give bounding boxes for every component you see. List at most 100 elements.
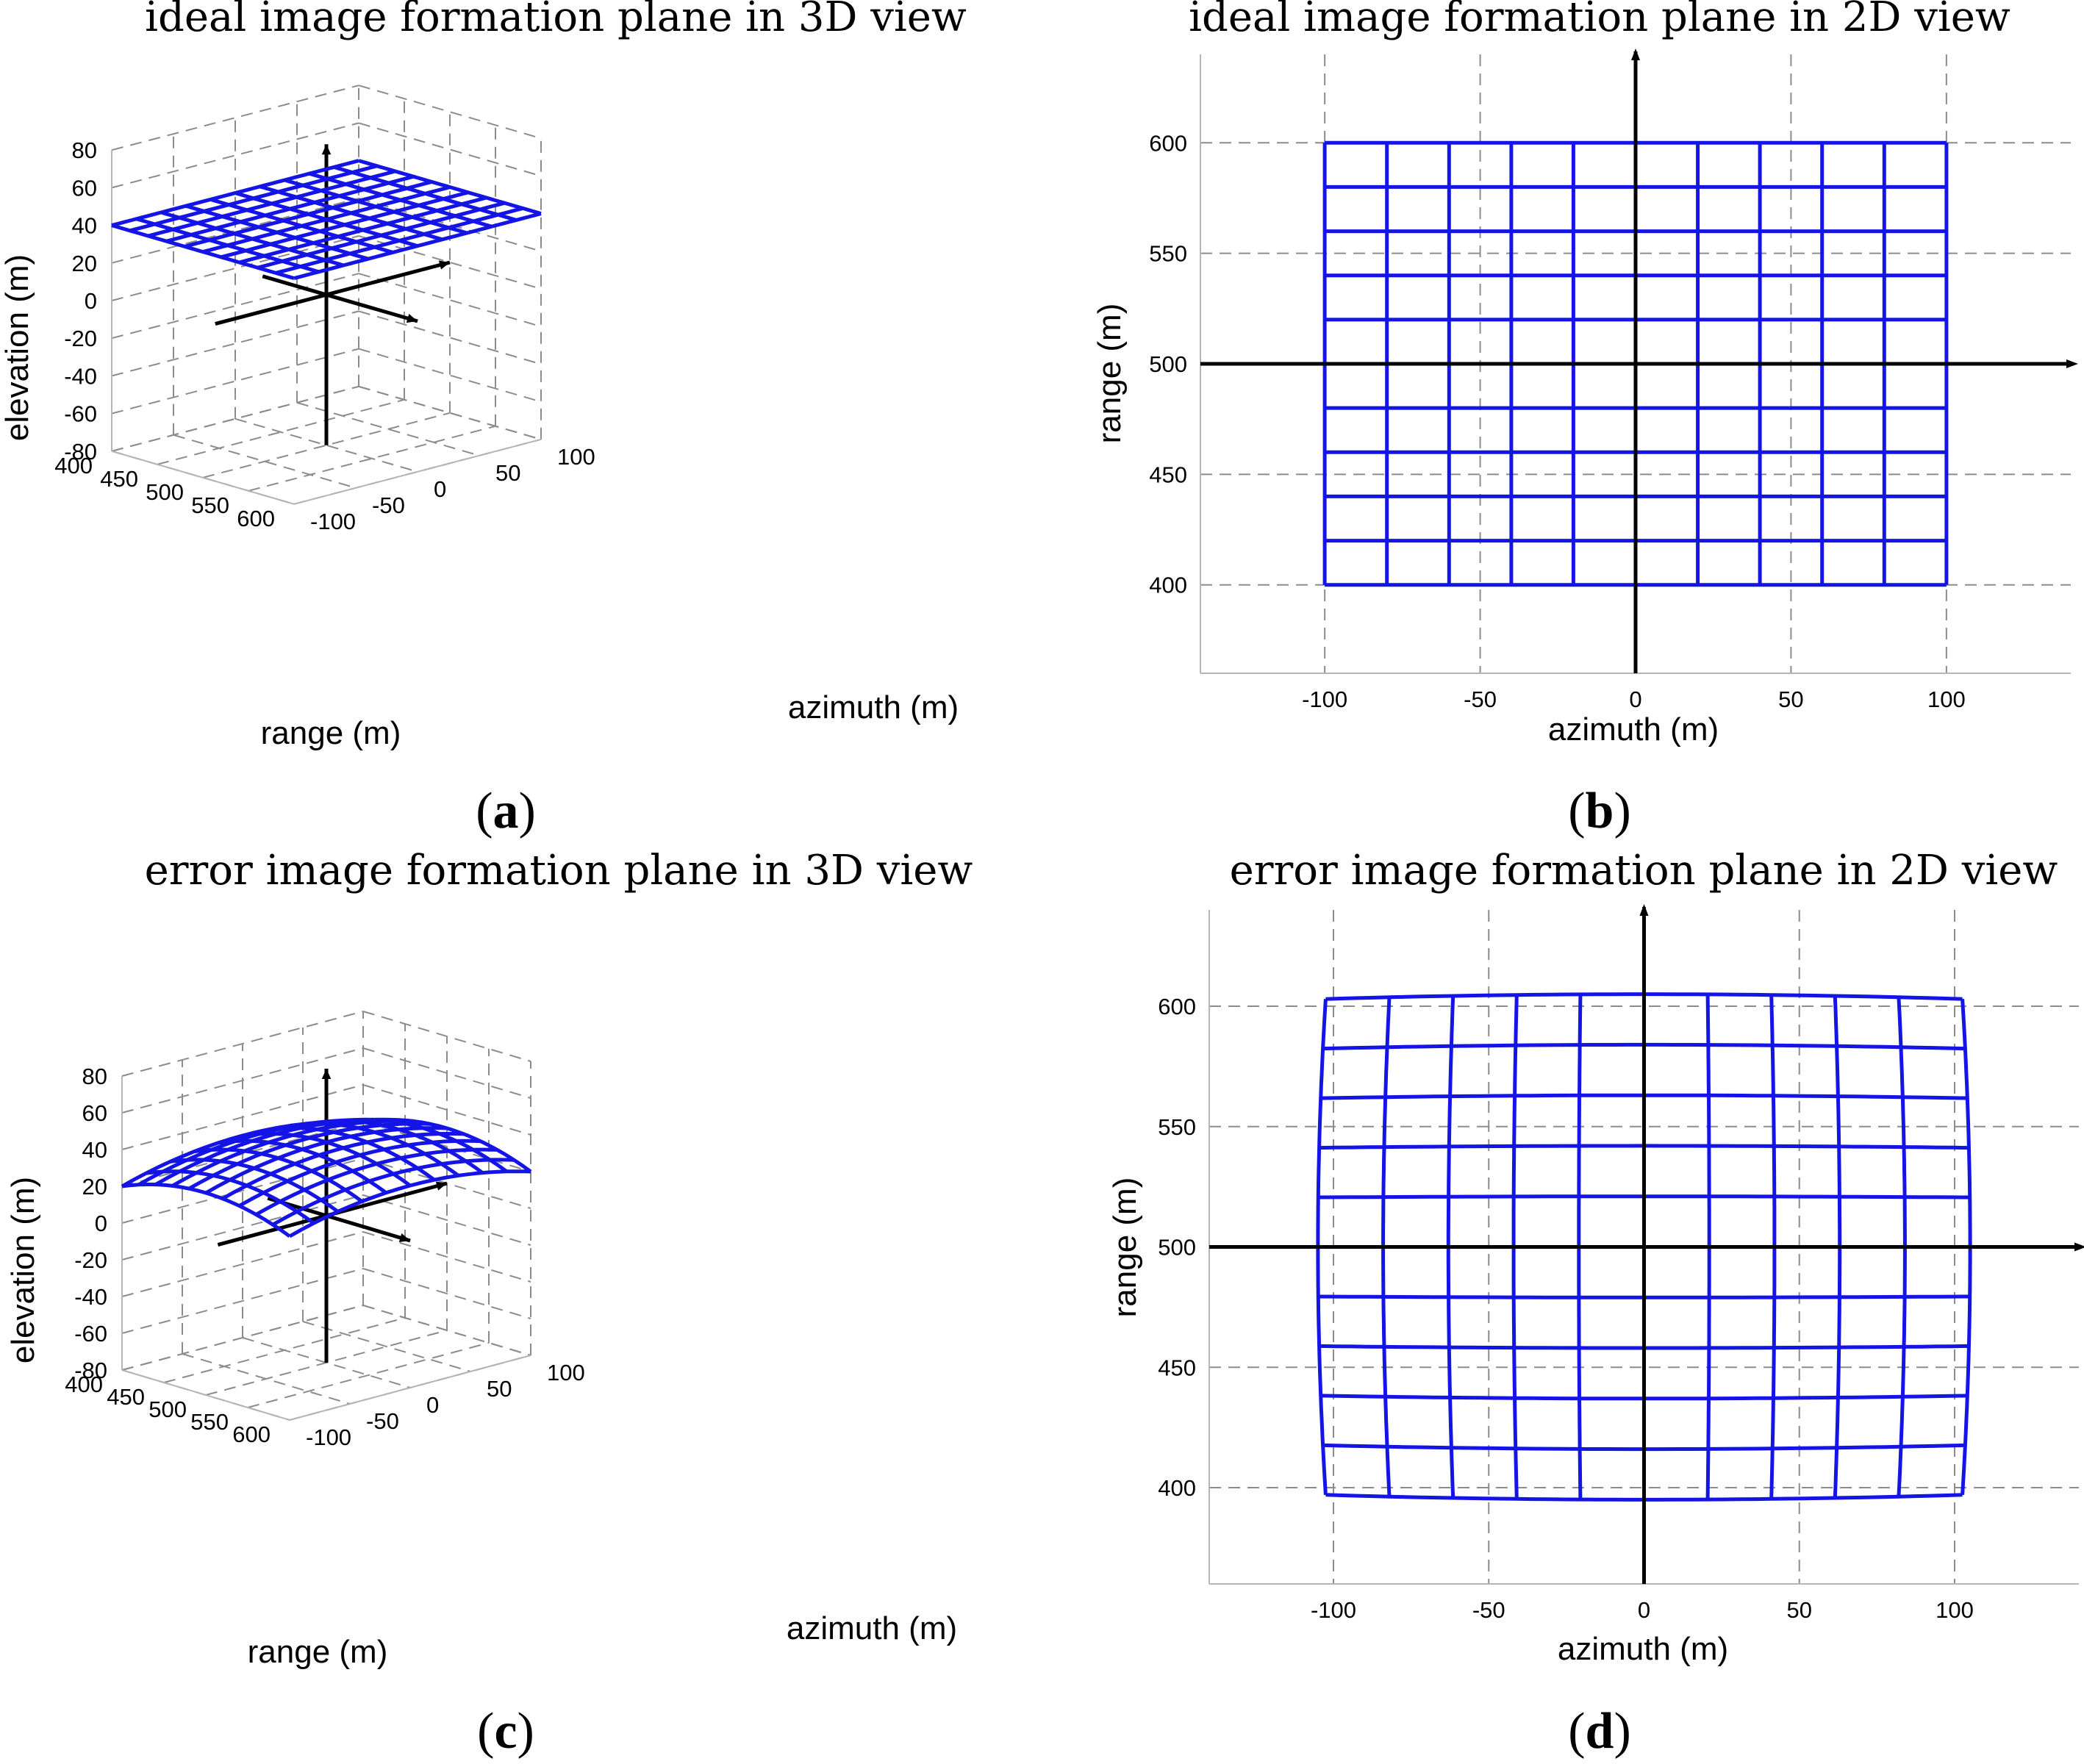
surface-line-azimuth-6 (266, 1126, 436, 1182)
wall2-horizontal-6 (121, 1084, 364, 1150)
surface-line-azimuth-1 (135, 217, 320, 274)
floor-gridline-azimuth-3 (296, 401, 480, 456)
x-tick-1: -50 (1472, 1597, 1505, 1623)
elevation-tick-0: -80 (64, 439, 97, 465)
wall1-horizontal-0 (362, 1305, 531, 1356)
panel-a-grid (111, 85, 542, 505)
wall1-horizontal-1 (362, 1268, 531, 1319)
azimuth-axis-head (438, 260, 450, 270)
panel-b-label: (b) (1568, 783, 1631, 839)
panel-a-range-ticks: 400 450 500 550 600 (54, 453, 275, 531)
wall2-horizontal-3 (121, 1194, 364, 1261)
azimuth-tick-0: -100 (306, 1424, 351, 1450)
surface-line-azimuth-4 (210, 197, 394, 254)
elevation-axis-head (321, 144, 332, 155)
azimuth-tick-1: -50 (372, 492, 405, 518)
floor-gridline-azimuth-2 (234, 417, 418, 473)
panel-c: error image formation plane in 3D view -… (5, 847, 973, 1760)
surface-line-azimuth-7 (284, 178, 468, 235)
range-tick-2: 500 (148, 1396, 187, 1422)
azimuth-tick-2: 0 (434, 476, 446, 502)
wall2-horizontal-0 (121, 1305, 364, 1371)
surface-line-azimuth-5 (242, 1132, 412, 1188)
azimuth-tick-3: 50 (495, 460, 520, 486)
wall1-horizontal-3 (362, 1194, 531, 1246)
panel-c-range-ticks: 400 450 500 550 600 (65, 1372, 271, 1447)
panel-c-label: (c) (477, 1703, 534, 1760)
range-tick-0: 400 (54, 453, 93, 478)
panel-a-ylabel: azimuth (m) (788, 689, 959, 725)
panel-a-label: (a) (476, 783, 536, 839)
panel-b-xlabel: azimuth (m) (1548, 711, 1719, 747)
panel-a-surface (111, 159, 542, 281)
wall2-horizontal-4 (111, 235, 359, 301)
x-tick-3: 50 (1787, 1597, 1812, 1623)
elevation-tick-5: 20 (82, 1174, 107, 1200)
y-tick-2: 500 (1158, 1235, 1196, 1261)
panel-a-azimuth-ticks: -100 -50 0 50 100 (310, 444, 595, 534)
elevation-axis-head (321, 1069, 332, 1079)
panel-d-title: error image formation plane in 2D view (1230, 847, 2058, 894)
vertical-center-axis-head (1639, 904, 1649, 916)
wall2-horizontal-0 (111, 385, 359, 452)
elevation-tick-5: 20 (72, 251, 97, 276)
y-tick-0: 400 (1149, 573, 1187, 598)
wall1-horizontal-2 (362, 1231, 531, 1283)
surface-line-azimuth-0 (111, 223, 295, 281)
x-tick-2: 0 (1629, 686, 1641, 712)
horizontal-center-axis-head (2074, 1242, 2084, 1252)
elevation-tick-4: 0 (85, 288, 97, 314)
floor-gridline-azimuth-3 (302, 1321, 471, 1372)
frame-range-edge (121, 1369, 290, 1421)
surface-line-azimuth-10 (358, 159, 542, 216)
floor-gridline-range-3 (247, 1342, 490, 1408)
x-tick-3: 50 (1778, 686, 1803, 712)
floor-gridline-azimuth-1 (182, 1353, 351, 1405)
panel-c-xlabel: range (m) (248, 1634, 388, 1670)
panel-d: error image formation plane in 2D view -… (1107, 847, 2084, 1760)
surface-line-azimuth-3 (194, 1147, 363, 1203)
range-axis (262, 274, 418, 323)
range-tick-3: 550 (191, 492, 229, 518)
floor-gridline-range-1 (157, 398, 405, 465)
panel-b-ylabel: range (m) (1092, 304, 1128, 444)
range-tick-3: 550 (190, 1409, 229, 1435)
y-tick-1: 450 (1149, 462, 1187, 487)
azimuth-tick-3: 50 (487, 1376, 512, 1402)
panel-d-label: (d) (1568, 1703, 1631, 1760)
panel-c-zlabel: elevation (m) (5, 1177, 41, 1363)
panel-a-title: ideal image formation plane in 3D view (145, 0, 967, 41)
elevation-tick-1: -60 (64, 401, 97, 427)
elevation-tick-2: -40 (64, 363, 97, 389)
elevation-tick-7: 60 (82, 1100, 107, 1126)
surface-line-azimuth-1 (146, 1169, 315, 1225)
wall1-horizontal-7 (362, 1047, 531, 1099)
elevation-tick-6: 40 (72, 213, 97, 239)
panel-c-surface (121, 1117, 532, 1238)
range-axis-head (406, 314, 418, 323)
elevation-tick-0: -80 (74, 1358, 107, 1383)
range-tick-4: 600 (237, 506, 275, 531)
x-tick-0: -100 (1302, 686, 1347, 712)
surface-line-azimuth-4 (218, 1139, 387, 1194)
panel-b: ideal image formation plane in 2D view -… (1092, 0, 2078, 839)
panel-c-title: error image formation plane in 3D view (145, 847, 973, 894)
wall2-horizontal-2 (121, 1231, 364, 1297)
surface-line-azimuth-2 (170, 1158, 340, 1213)
wall1-horizontal-6 (362, 1084, 531, 1136)
surface-line-azimuth-10 (362, 1118, 532, 1174)
y-tick-4: 600 (1149, 130, 1187, 156)
frame-range-edge (111, 450, 295, 505)
surface-line-azimuth-2 (160, 210, 344, 268)
surface-line-azimuth-8 (309, 171, 493, 229)
panel-c-grid (121, 1011, 531, 1421)
y-tick-2: 500 (1149, 351, 1187, 377)
x-tick-4: 100 (1927, 686, 1966, 712)
panel-a-xlabel: range (m) (261, 715, 401, 751)
elevation-tick-3: -20 (74, 1247, 107, 1273)
azimuth-tick-4: 100 (547, 1360, 585, 1385)
vertical-center-axis-head (1631, 49, 1640, 60)
y-tick-4: 600 (1158, 994, 1196, 1019)
wall2-horizontal-8 (111, 85, 359, 151)
range-axis-head (398, 1233, 410, 1243)
